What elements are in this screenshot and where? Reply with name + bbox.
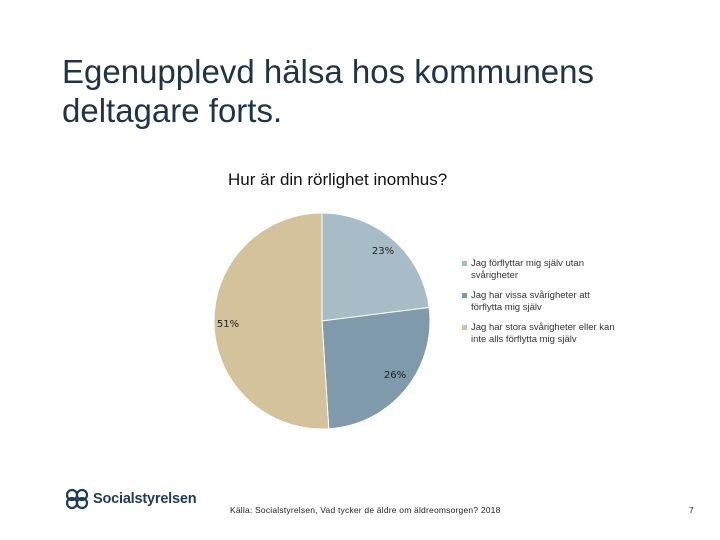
pie-slice bbox=[321, 306, 431, 430]
socialstyrelsen-logo: Socialstyrelsen bbox=[64, 488, 197, 510]
chart-title: Hur är din rörlighet inomhus? bbox=[228, 170, 448, 189]
legend-item-some-difficulty: Jag har vissa svårigheter att förflytta … bbox=[462, 290, 622, 314]
legend-item-great-difficulty: Jag har stora svårigheter eller kan inte… bbox=[462, 322, 622, 346]
pie-slice bbox=[213, 212, 330, 430]
legend-label: Jag förflyttar mig själv utan svårighete… bbox=[471, 258, 584, 281]
source-note: Källa: Socialstyrelsen, Vad tycker de äl… bbox=[230, 505, 501, 515]
pie-data-label: 23% bbox=[372, 246, 394, 257]
pie-slice bbox=[321, 212, 430, 322]
legend-swatch bbox=[462, 325, 467, 330]
legend-label: Jag har stora svårigheter eller kan inte… bbox=[471, 322, 615, 345]
legend-item-no-difficulty: Jag förflyttar mig själv utan svårighete… bbox=[462, 258, 622, 282]
legend-swatch bbox=[462, 261, 467, 266]
pie-data-label: 51% bbox=[217, 319, 239, 330]
page-number: 7 bbox=[689, 505, 694, 515]
legend-label: Jag har vissa svårigheter att förflytta … bbox=[471, 290, 590, 313]
slide-title: Egenupplevd hälsa hos kommunens deltagar… bbox=[62, 53, 595, 129]
pie-data-label: 26% bbox=[384, 370, 406, 381]
socialstyrelsen-emblem-icon bbox=[65, 488, 89, 510]
chart-legend: Jag förflyttar mig själv utan svårighete… bbox=[462, 258, 622, 354]
logo-text: Socialstyrelsen bbox=[93, 491, 197, 507]
legend-swatch bbox=[462, 293, 467, 298]
